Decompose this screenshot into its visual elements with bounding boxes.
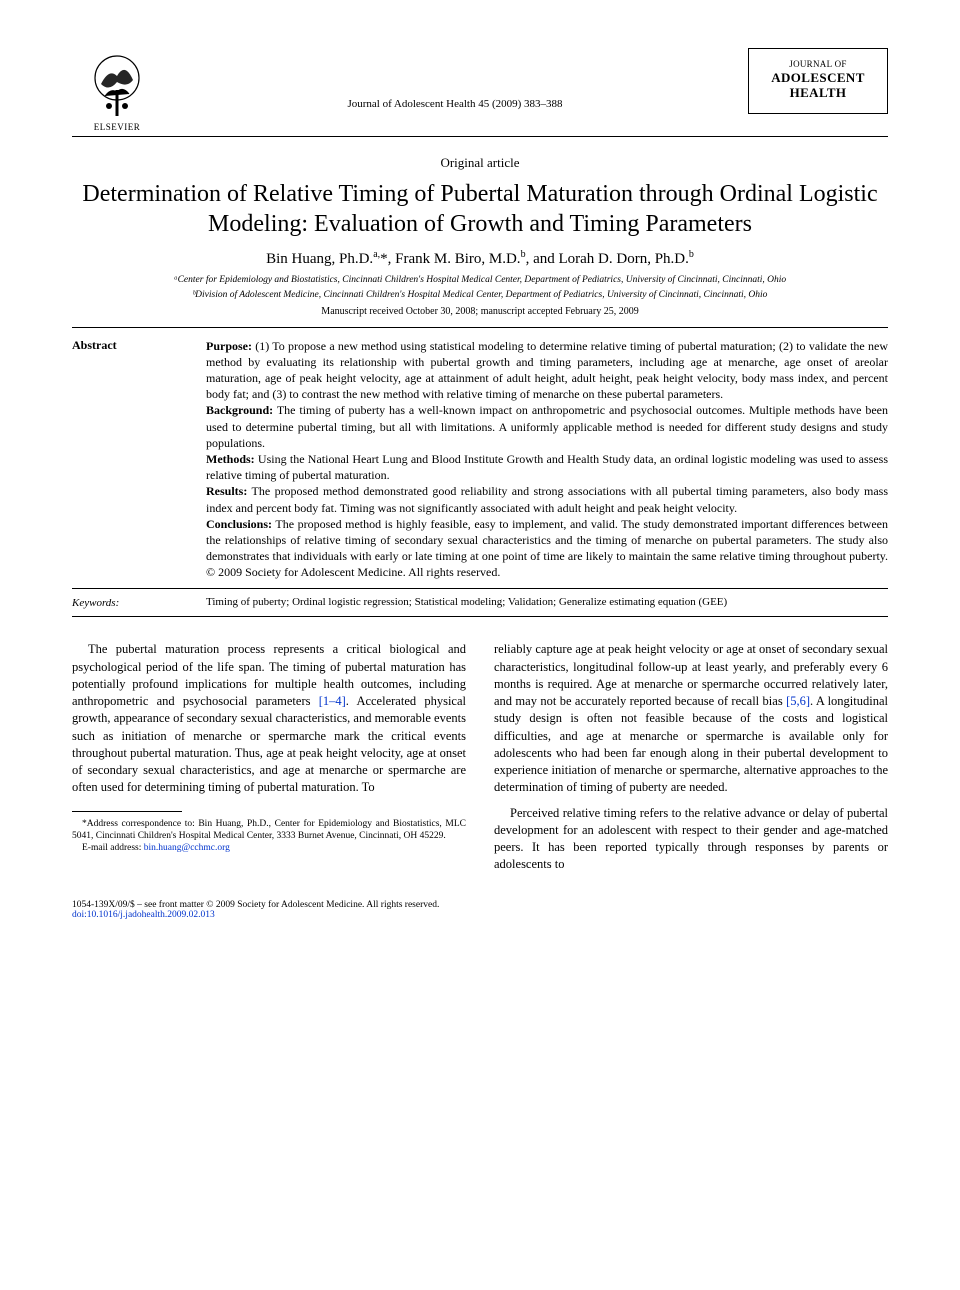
keywords-label: Keywords: <box>72 597 119 609</box>
author-2-affil: b <box>521 249 526 260</box>
keywords-text: Timing of puberty; Ordinal logistic regr… <box>206 595 727 610</box>
author-1: Bin Huang, Ph.D. <box>266 251 373 267</box>
rule-before-keywords <box>72 588 888 589</box>
methods-head: Methods: <box>206 452 255 466</box>
email-label: E-mail address: <box>82 843 144 853</box>
abstract-label: Abstract <box>72 338 182 581</box>
copyright-line: 1054-139X/09/$ – see front matter © 2009… <box>72 900 888 910</box>
body-para-2: reliably capture age at peak height velo… <box>494 641 888 796</box>
header-row: ELSEVIER Journal of Adolescent Health 45… <box>72 48 888 132</box>
elsevier-tree-icon <box>81 48 153 120</box>
body-p1-b: . Accelerated physical growth, appearanc… <box>72 694 466 794</box>
email-link[interactable]: bin.huang@cchmc.org <box>144 843 230 853</box>
author-3-affil: b <box>689 249 694 260</box>
background-text: The timing of puberty has a well-known i… <box>206 403 888 449</box>
brand-big: ADOLESCENT HEALTH <box>757 71 879 101</box>
journal-brand-box: JOURNAL OF ADOLESCENT HEALTH <box>748 48 888 114</box>
conclusions-text: The proposed method is highly feasible, … <box>206 517 888 580</box>
rule-after-keywords <box>72 616 888 617</box>
rule-before-abstract <box>72 327 888 328</box>
background-head: Background: <box>206 403 273 417</box>
results-text: The proposed method demonstrated good re… <box>206 484 888 514</box>
abstract-text: Purpose: (1) To propose a new method usi… <box>206 338 888 581</box>
publisher-name: ELSEVIER <box>94 122 141 132</box>
publisher-block: ELSEVIER <box>72 48 162 132</box>
body-columns: The pubertal maturation process represen… <box>72 641 888 881</box>
body-para-3: Perceived relative timing refers to the … <box>494 805 888 874</box>
corr-marker: * <box>380 251 388 267</box>
author-2: Frank M. Biro, M.D. <box>395 251 520 267</box>
column-left: The pubertal maturation process represen… <box>72 641 466 881</box>
keywords-row: Keywords: Timing of puberty; Ordinal log… <box>72 595 888 610</box>
body-p2-b: . A longitudinal study design is often n… <box>494 694 888 794</box>
footer: 1054-139X/09/$ – see front matter © 2009… <box>72 900 888 920</box>
column-right: reliably capture age at peak height velo… <box>494 641 888 881</box>
article-type: Original article <box>72 155 888 171</box>
correspondence-footnote: *Address correspondence to: Bin Huang, P… <box>72 818 466 843</box>
journal-citation: Journal of Adolescent Health 45 (2009) 3… <box>162 98 748 110</box>
affiliation-a: ᵃCenter for Epidemiology and Biostatisti… <box>72 274 888 287</box>
article-title: Determination of Relative Timing of Pube… <box>80 179 880 239</box>
purpose-text: (1) To propose a new method using statis… <box>206 339 888 402</box>
affiliation-b: ᵇDivision of Adolescent Medicine, Cincin… <box>72 289 888 302</box>
body-para-1: The pubertal maturation process represen… <box>72 641 466 796</box>
ref-link-1-4[interactable]: [1–4] <box>319 694 346 708</box>
doi-link[interactable]: doi:10.1016/j.jadohealth.2009.02.013 <box>72 910 888 920</box>
results-head: Results: <box>206 484 247 498</box>
purpose-head: Purpose: <box>206 339 252 353</box>
brand-small: JOURNAL OF <box>757 59 879 69</box>
email-footnote: E-mail address: bin.huang@cchmc.org <box>72 842 466 854</box>
ref-link-5-6[interactable]: [5,6] <box>786 694 810 708</box>
rule-top <box>72 136 888 137</box>
abstract-block: Abstract Purpose: (1) To propose a new m… <box>72 338 888 581</box>
footnote-separator <box>72 811 182 812</box>
authors: Bin Huang, Ph.D.a,*, Frank M. Biro, M.D.… <box>72 249 888 268</box>
methods-text: Using the National Heart Lung and Blood … <box>206 452 888 482</box>
manuscript-dates: Manuscript received October 30, 2008; ma… <box>72 306 888 317</box>
conclusions-head: Conclusions: <box>206 517 272 531</box>
author-3: Lorah D. Dorn, Ph.D. <box>558 251 688 267</box>
